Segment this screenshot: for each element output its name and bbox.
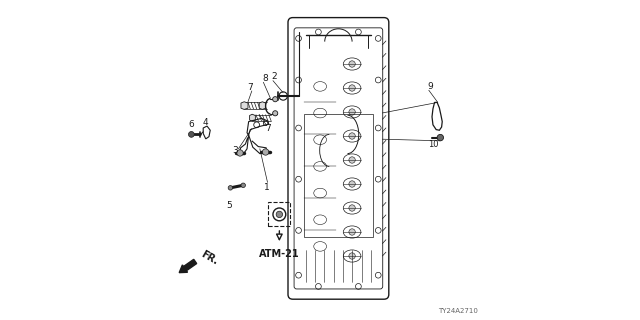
Bar — [269, 202, 291, 227]
Text: 8: 8 — [262, 74, 268, 83]
Circle shape — [228, 186, 233, 190]
Circle shape — [349, 61, 355, 67]
Circle shape — [349, 229, 355, 235]
Text: 7: 7 — [266, 124, 271, 133]
Circle shape — [437, 134, 444, 141]
Text: 2: 2 — [272, 72, 277, 81]
Circle shape — [349, 205, 355, 211]
Text: 4: 4 — [203, 118, 209, 127]
Circle shape — [237, 150, 243, 156]
Text: 5: 5 — [226, 201, 232, 210]
Circle shape — [273, 97, 278, 102]
Bar — [304, 114, 372, 237]
Circle shape — [349, 181, 355, 187]
Text: 3: 3 — [233, 146, 238, 155]
Text: 9: 9 — [428, 82, 433, 91]
Circle shape — [349, 157, 355, 163]
Circle shape — [189, 132, 195, 137]
Circle shape — [349, 85, 355, 91]
Text: TY24A2710: TY24A2710 — [438, 308, 479, 314]
Polygon shape — [250, 114, 255, 121]
Text: ATM-21: ATM-21 — [259, 250, 300, 260]
FancyArrow shape — [179, 259, 196, 273]
Circle shape — [262, 149, 269, 155]
Circle shape — [349, 133, 355, 139]
Circle shape — [276, 211, 283, 218]
Circle shape — [349, 109, 355, 115]
Circle shape — [349, 253, 355, 259]
Text: 1: 1 — [264, 183, 269, 192]
Text: 10: 10 — [428, 140, 439, 149]
Text: 6: 6 — [189, 120, 194, 129]
Polygon shape — [259, 102, 266, 109]
Text: 7: 7 — [248, 83, 253, 92]
Circle shape — [241, 183, 246, 188]
Text: FR.: FR. — [200, 249, 220, 267]
Polygon shape — [241, 102, 248, 109]
Circle shape — [273, 111, 278, 116]
